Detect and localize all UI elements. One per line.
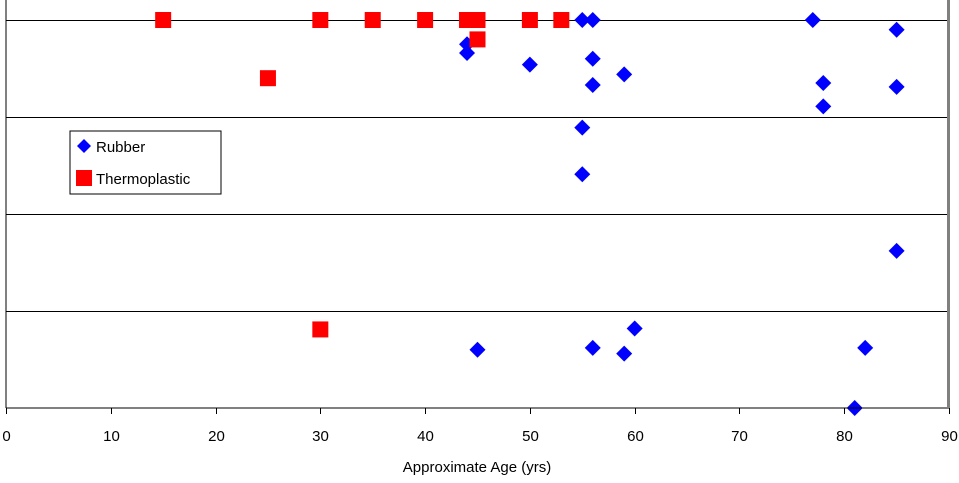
data-points: [155, 12, 905, 416]
x-tick-label: 40: [417, 428, 434, 445]
thermoplastic-point: [553, 12, 570, 28]
x-axis-ticks: 0 10 20 30 40 50 60 70 80 90: [2, 408, 958, 445]
rubber-point: [804, 12, 821, 28]
rubber-point: [584, 76, 601, 93]
thermoplastic-point: [259, 70, 276, 87]
thermoplastic-point: [469, 12, 486, 28]
rubber-point: [574, 12, 591, 28]
x-axis-label: Approximate Age (yrs): [403, 459, 551, 476]
rubber-point: [815, 75, 832, 92]
legend: Rubber Thermoplastic: [69, 130, 222, 195]
x-tick-label: 0: [2, 428, 10, 445]
rubber-point: [459, 44, 476, 61]
legend-rubber-marker: [77, 139, 91, 153]
rubber-point: [521, 56, 538, 73]
rubber-point: [469, 341, 486, 358]
legend-thermoplastic-marker: [76, 170, 92, 186]
rubber-point: [584, 339, 601, 356]
legend-thermoplastic-label: Thermoplastic: [96, 171, 191, 188]
thermoplastic-point: [521, 12, 538, 28]
rubber-point: [616, 66, 633, 83]
x-tick-label: 70: [731, 428, 748, 445]
x-tick-label: 60: [627, 428, 644, 445]
x-tick-label: 20: [208, 428, 225, 445]
thermoplastic-point: [364, 12, 381, 28]
x-tick-label: 10: [103, 428, 120, 445]
thermoplastic-point: [155, 12, 172, 28]
rubber-point: [888, 78, 905, 95]
rubber-point: [888, 21, 905, 38]
x-tick-label: 80: [836, 428, 853, 445]
rubber-point: [888, 242, 905, 259]
x-tick-label: 30: [312, 428, 329, 445]
rubber-point: [857, 339, 874, 356]
thermoplastic-point: [312, 321, 329, 338]
legend-box: [69, 130, 222, 195]
rubber-point: [616, 345, 633, 362]
axes: [5, 0, 950, 409]
rubber-point: [574, 166, 591, 183]
rubber-point: [815, 98, 832, 115]
rubber-point: [574, 119, 591, 136]
rubber-point: [584, 12, 601, 28]
legend-rubber-label: Rubber: [96, 139, 145, 156]
rubber-point: [626, 320, 643, 337]
thermoplastic-point: [469, 31, 486, 48]
x-tick-label: 50: [522, 428, 539, 445]
x-tick-label: 90: [941, 428, 958, 445]
thermoplastic-point: [417, 12, 434, 28]
plot-area: [6, 0, 949, 408]
thermoplastic-point: [312, 12, 329, 28]
rubber-point: [584, 50, 601, 67]
